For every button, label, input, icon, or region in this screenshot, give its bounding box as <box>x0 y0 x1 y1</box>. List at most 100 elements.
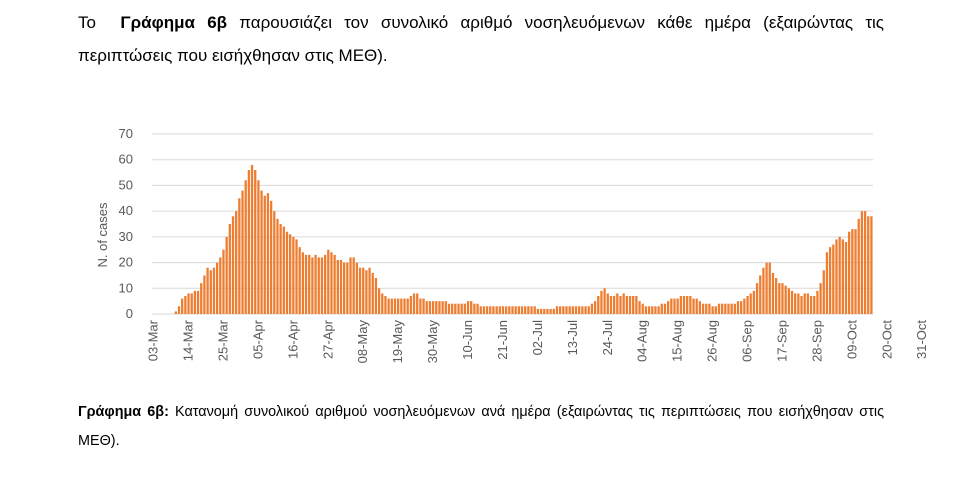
day-bar <box>212 267 216 314</box>
day-bar <box>755 283 759 314</box>
day-bar <box>733 303 736 314</box>
day-bar <box>257 180 260 314</box>
day-bar <box>330 252 333 314</box>
day-bar <box>790 290 794 314</box>
day-bar <box>857 218 860 314</box>
day-bar <box>784 285 787 314</box>
x-tick-label: 14-Mar <box>181 319 196 361</box>
day-bar <box>463 303 466 314</box>
day-bar <box>381 293 384 314</box>
day-bar <box>495 306 498 314</box>
day-bar <box>266 193 270 314</box>
day-bar <box>838 236 841 314</box>
day-bar <box>562 306 565 314</box>
day-bar <box>393 298 397 314</box>
day-bar <box>555 306 559 314</box>
x-tick-label: 09-Oct <box>844 320 859 359</box>
day-bar <box>708 303 711 314</box>
day-bar <box>844 242 848 314</box>
day-bar <box>489 306 492 314</box>
day-bar <box>419 298 422 314</box>
day-bar <box>600 290 603 314</box>
day-bar <box>635 296 638 314</box>
day-bar <box>819 283 822 314</box>
day-bar <box>762 267 765 314</box>
day-bar <box>778 283 781 314</box>
day-bar <box>816 290 819 314</box>
day-bar <box>559 306 562 314</box>
x-tick-label: 31-Oct <box>914 320 929 359</box>
day-bar <box>517 306 520 314</box>
day-bar <box>196 290 200 314</box>
y-tick-label: 70 <box>119 126 133 141</box>
day-bar <box>679 296 682 314</box>
day-bar <box>177 306 181 314</box>
day-bar <box>282 226 285 314</box>
day-bar <box>711 306 714 314</box>
day-bar <box>190 293 193 314</box>
day-bar <box>209 270 212 314</box>
x-tick-label: 03-Mar <box>146 319 161 361</box>
day-bar <box>806 293 810 314</box>
day-bar <box>632 296 635 314</box>
figure-caption: Γράφημα 6β: Κατανομή συνολικού αριθμού ν… <box>78 398 884 456</box>
day-bar <box>536 308 540 314</box>
day-bar <box>832 244 835 314</box>
day-bar <box>343 262 346 314</box>
day-bar <box>254 170 257 314</box>
x-tick-label: 25-Mar <box>216 319 231 361</box>
day-bar <box>425 301 428 314</box>
day-bar <box>428 301 432 314</box>
day-bar <box>828 247 832 314</box>
day-bar <box>860 211 864 314</box>
day-bar <box>701 303 705 314</box>
day-bar <box>692 298 695 314</box>
day-bar <box>578 306 581 314</box>
day-bar <box>765 262 768 314</box>
x-tick-label: 21-Jun <box>495 320 510 360</box>
x-tick-label: 26-Aug <box>705 320 720 362</box>
intro-prefix: Το <box>78 13 96 32</box>
day-bar <box>225 236 228 314</box>
x-axis-ticks: 03-Mar 14-Mar 25-Mar 05-Apr 16-Apr 27-Apr 08-M… <box>146 319 930 363</box>
day-bar <box>362 267 365 314</box>
day-bar <box>409 296 413 314</box>
day-bar <box>279 224 282 314</box>
day-bar <box>527 306 530 314</box>
day-bar <box>552 308 555 314</box>
day-bar <box>390 298 393 314</box>
y-tick-label: 60 <box>119 152 133 167</box>
day-bar <box>339 260 343 314</box>
day-bar <box>314 254 317 314</box>
day-bar <box>651 306 654 314</box>
y-tick-label: 40 <box>119 203 133 218</box>
day-bar <box>438 301 441 314</box>
day-bar <box>384 296 387 314</box>
day-bar <box>333 254 336 314</box>
day-bar <box>771 272 775 314</box>
x-tick-label: 02-Jul <box>530 320 545 356</box>
day-bar <box>244 180 247 314</box>
day-bar <box>835 239 838 314</box>
y-axis-ticks: 0 10 20 30 40 50 60 70 <box>119 126 133 321</box>
day-bar <box>508 306 511 314</box>
day-bar <box>222 249 225 314</box>
day-bar <box>587 306 590 314</box>
day-bar <box>412 293 416 314</box>
day-bar <box>673 298 676 314</box>
day-bar <box>597 296 600 314</box>
day-bar <box>365 270 368 314</box>
x-tick-label: 27-Apr <box>320 319 335 359</box>
day-bar <box>781 283 784 314</box>
x-tick-label: 06-Sep <box>740 320 755 362</box>
day-bar <box>638 301 641 314</box>
day-bar <box>682 296 686 314</box>
day-bar <box>203 275 206 314</box>
day-bar <box>505 306 508 314</box>
day-bar <box>435 301 438 314</box>
day-bar <box>549 308 552 314</box>
day-bar <box>666 301 670 314</box>
day-bar <box>663 303 667 314</box>
day-bar <box>174 311 177 314</box>
day-bar <box>539 308 543 314</box>
